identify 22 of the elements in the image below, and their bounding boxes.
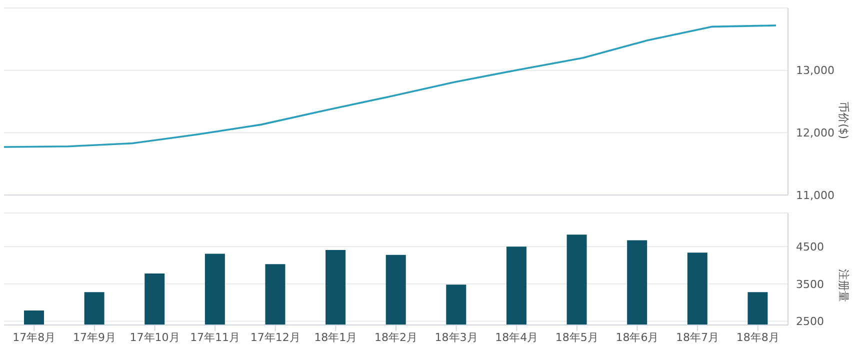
y-axis-title: 注册量 [837,269,850,302]
x-tick-label: 18年2月 [374,330,418,344]
x-tick-label: 17年11月 [190,330,240,344]
x-tick-label: 18年6月 [616,330,659,344]
y-axis-title: 币价($) [837,102,850,140]
y-tick-label: 4500 [796,240,824,254]
y-tick-label: 12,000 [796,126,834,140]
x-tick-label: 18年8月 [736,330,780,344]
y-tick-label: 11,000 [796,188,834,202]
x-tick-label: 18年5月 [555,330,598,344]
x-tick-label: 18年1月 [314,330,358,344]
x-tick-label: 18年4月 [495,330,538,344]
y-tick-label: 3500 [796,278,824,291]
x-tick-label: 17年10月 [130,330,180,344]
line-series [3,24,777,148]
x-tick-label: 18年7月 [676,330,720,344]
y-tick-label: 13,000 [796,64,834,78]
y-tick-label: 2500 [796,315,824,328]
x-tick-label: 17年12月 [250,330,300,344]
x-tick-label: 18年3月 [434,330,478,344]
x-tick-label: 17年9月 [72,330,116,344]
x-tick-label: 17年8月 [12,330,56,344]
